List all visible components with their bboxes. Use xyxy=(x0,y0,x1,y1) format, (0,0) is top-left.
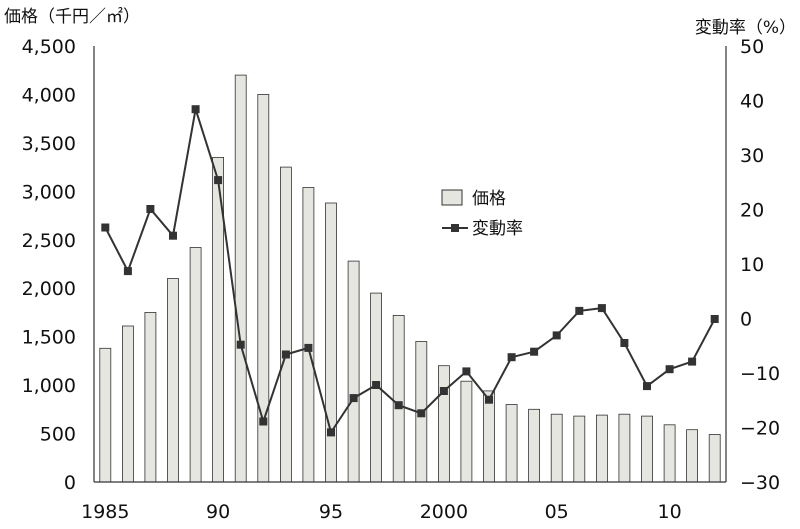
y-left-tick-label: 2,500 xyxy=(22,230,76,252)
marker-1989 xyxy=(191,105,200,114)
line-series-change-rate xyxy=(101,105,719,437)
marker-2000 xyxy=(439,387,448,395)
bar-2006 xyxy=(573,415,586,483)
legend-marker-change-rate xyxy=(451,224,459,232)
marker-1990 xyxy=(214,176,223,185)
y-left-tick-label: 4,000 xyxy=(22,84,76,106)
bar-2003 xyxy=(505,404,518,483)
legend-swatch-price xyxy=(441,189,463,206)
marker-2004 xyxy=(530,347,539,356)
bar-1986 xyxy=(122,325,134,483)
y-right-tick-label: −30 xyxy=(740,472,780,494)
y-right-tick-label: −10 xyxy=(740,363,780,385)
marker-1991 xyxy=(236,340,245,349)
bar-1996 xyxy=(347,260,360,483)
marker-1985 xyxy=(101,223,110,232)
marker-2002 xyxy=(485,395,493,404)
marker-1999 xyxy=(417,409,426,418)
marker-2003 xyxy=(507,353,516,362)
y-right-tick-label: 40 xyxy=(740,91,764,113)
marker-1995 xyxy=(327,428,335,437)
marker-1992 xyxy=(259,417,268,426)
right-axis-title: 変動率（%） xyxy=(695,18,796,38)
y-right-tick-label: 20 xyxy=(740,200,764,222)
marker-1994 xyxy=(304,343,313,352)
marker-2011 xyxy=(688,357,697,366)
legend-label-change-rate: 変動率 xyxy=(472,219,523,239)
marker-1988 xyxy=(169,231,177,240)
tick-labels: 05001,0001,5002,0002,5003,0003,5004,0004… xyxy=(22,36,781,523)
bar-1988 xyxy=(167,278,179,483)
marker-2010 xyxy=(665,365,674,374)
marker-1986 xyxy=(123,267,132,276)
bar-2005 xyxy=(550,413,563,483)
bar-1985 xyxy=(99,347,112,483)
bar-1998 xyxy=(392,314,405,483)
bar-2011 xyxy=(686,429,698,483)
marker-1998 xyxy=(394,401,403,410)
y-left-tick-label: 3,500 xyxy=(22,133,76,155)
bar-2004 xyxy=(528,408,540,483)
y-right-tick-label: 10 xyxy=(740,254,764,276)
legend: 価格 変動率 xyxy=(441,189,523,239)
bar-series-price xyxy=(99,74,721,483)
marker-2008 xyxy=(620,339,629,347)
bar-2007 xyxy=(596,414,608,483)
x-tick-label: 2000 xyxy=(420,501,468,523)
marker-2005 xyxy=(552,331,561,340)
bar-1987 xyxy=(144,311,157,483)
change-rate-line xyxy=(104,108,716,435)
y-left-tick-label: 2,000 xyxy=(22,278,76,300)
x-tick-label: 10 xyxy=(658,501,682,523)
marker-2007 xyxy=(597,304,606,313)
y-right-tick-label: 50 xyxy=(740,36,764,58)
marker-1997 xyxy=(372,381,381,389)
bar-1991 xyxy=(234,74,247,483)
x-tick-label: 05 xyxy=(545,501,569,523)
y-right-tick-label: 0 xyxy=(740,309,752,331)
axes xyxy=(93,46,727,483)
bar-2010 xyxy=(663,424,676,483)
marker-2006 xyxy=(575,306,584,315)
y-left-tick-label: 1,000 xyxy=(22,375,76,397)
x-tick-label: 90 xyxy=(206,501,230,523)
marker-2012 xyxy=(710,315,719,323)
marker-1996 xyxy=(349,394,358,403)
y-right-tick-label: −20 xyxy=(740,418,780,440)
y-left-tick-label: 3,000 xyxy=(22,181,76,203)
y-left-tick-label: 1,500 xyxy=(22,327,76,349)
bar-1994 xyxy=(302,187,315,483)
bar-1993 xyxy=(279,166,292,483)
bar-2001 xyxy=(460,380,473,483)
marker-2001 xyxy=(462,367,471,376)
bar-1995 xyxy=(325,202,337,483)
bar-2000 xyxy=(437,365,450,483)
x-tick-label: 95 xyxy=(319,501,343,523)
bar-2002 xyxy=(483,390,495,483)
bar-2009 xyxy=(641,415,653,483)
bar-2012 xyxy=(708,434,721,483)
bar-2008 xyxy=(618,413,631,483)
marker-2009 xyxy=(643,382,651,391)
y-left-tick-label: 0 xyxy=(64,472,76,494)
left-axis-title: 価格（千円／㎡） xyxy=(4,7,140,27)
x-tick-label: 1985 xyxy=(81,501,129,523)
marker-1993 xyxy=(281,350,290,359)
y-right-tick-label: 30 xyxy=(740,145,764,167)
y-left-tick-label: 4,500 xyxy=(22,36,76,58)
legend-label-price: 価格 xyxy=(472,189,506,209)
y-left-tick-label: 500 xyxy=(40,424,76,446)
bar-1989 xyxy=(189,247,202,483)
marker-1987 xyxy=(146,205,155,213)
